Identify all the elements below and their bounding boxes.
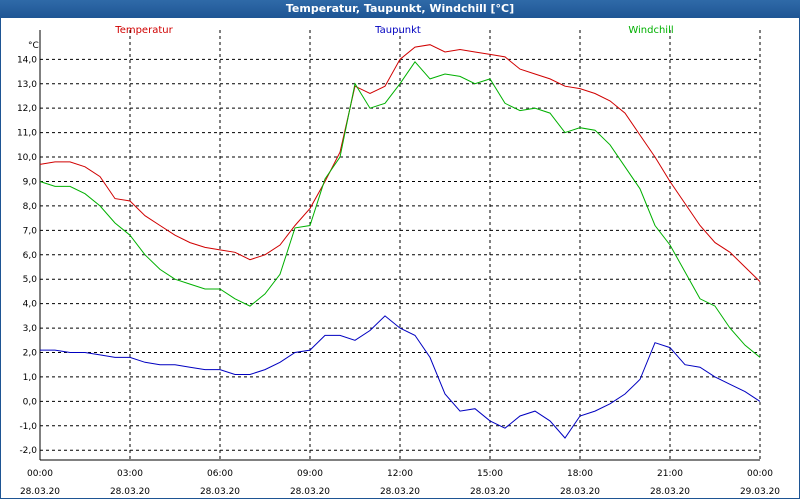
x-tick-time: 15:00 — [477, 469, 503, 479]
series-lines — [39, 44, 761, 439]
y-tick-label: 8,0 — [23, 202, 38, 212]
y-tick-label: 4,0 — [23, 300, 38, 310]
legend-entry-windchill: Windchill — [628, 25, 673, 36]
y-tick-label: 5,0 — [23, 275, 38, 285]
x-tick-date: 28.03.20 — [110, 487, 150, 497]
x-tick-date: 29.03.20 — [740, 487, 780, 497]
chart-frame: -2,0 -1,0 0,0 1,0 2,0 3,0 4,0 5,0 6,0 7,0 8,0 9,0 10… — [0, 18, 800, 499]
y-axis-unit-label: °C — [28, 41, 39, 51]
y-tick-label: 10,0 — [17, 153, 37, 163]
y-tick-label: 12,0 — [17, 104, 37, 114]
y-tick-label: 3,0 — [23, 324, 38, 334]
x-tick-date: 28.03.20 — [560, 487, 600, 497]
x-tick-time: 00:00 — [747, 469, 773, 479]
x-tick-time: 06:00 — [207, 469, 233, 479]
line-chart: -2,0 -1,0 0,0 1,0 2,0 3,0 4,0 5,0 6,0 7,0 8,0 9,0 10… — [17, 25, 780, 497]
y-tick-label: 14,0 — [17, 55, 37, 65]
window-title: Temperatur, Taupunkt, Windchill [°C] — [0, 0, 800, 18]
x-tick-date: 28.03.20 — [650, 487, 690, 497]
x-tick-time: 09:00 — [297, 469, 323, 479]
y-tick-label: -2,0 — [19, 446, 37, 456]
x-tick-date: 28.03.20 — [290, 487, 330, 497]
chart-legend: Temperatur Taupunkt Windchill — [114, 25, 673, 36]
y-tick-label: 11,0 — [17, 129, 37, 139]
x-tick-date: 28.03.20 — [200, 487, 240, 497]
y-tick-label: 13,0 — [17, 80, 37, 90]
x-tick-time: 18:00 — [567, 469, 593, 479]
x-axis-tick-labels: 00:00 28.03.20 03:00 28.03.20 06:00 28.03.20 0… — [20, 469, 780, 497]
x-tick-date: 28.03.20 — [380, 487, 420, 497]
legend-entry-taupunkt: Taupunkt — [374, 25, 421, 36]
x-tick-date: 28.03.20 — [20, 487, 60, 497]
y-tick-label: 1,0 — [23, 373, 38, 383]
x-tick-date: 28.03.20 — [470, 487, 510, 497]
y-tick-label: 0,0 — [23, 397, 38, 407]
chart-grid — [39, 30, 761, 460]
x-tick-time: 12:00 — [387, 469, 413, 479]
y-tick-label: 2,0 — [23, 349, 38, 359]
x-tick-time: 03:00 — [117, 469, 143, 479]
y-tick-label: 7,0 — [23, 226, 38, 236]
chart-axes — [39, 30, 760, 461]
series-line-taupunkt — [40, 315, 761, 439]
series-line-temperatur — [39, 44, 761, 282]
y-tick-label: 6,0 — [23, 251, 38, 261]
y-tick-label: -1,0 — [19, 422, 37, 432]
x-tick-time: 00:00 — [27, 469, 53, 479]
x-tick-time: 21:00 — [657, 469, 683, 479]
series-line-windchill — [39, 60, 761, 358]
y-tick-label: 9,0 — [23, 177, 38, 187]
y-axis-tick-labels: -2,0 -1,0 0,0 1,0 2,0 3,0 4,0 5,0 6,0 7,0 8,0 9,0 10… — [17, 55, 37, 456]
legend-entry-temperatur: Temperatur — [114, 25, 173, 36]
